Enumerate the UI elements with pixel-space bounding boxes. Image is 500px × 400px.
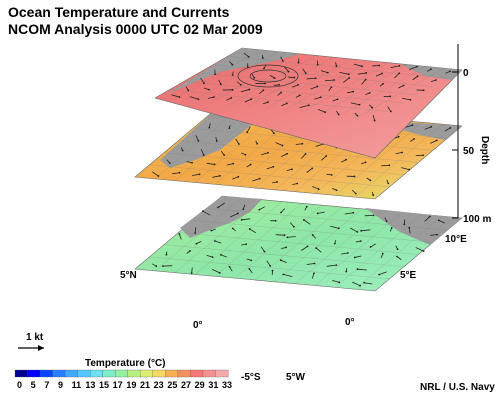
lat-label-0: 0° [193,320,203,331]
land-mass-100m-east [365,208,462,245]
colorbar-tick-label: 29 [195,380,205,390]
depth-axis-label: Depth [479,136,490,164]
colorbar-cell [202,369,216,378]
land-mass-surface-east [400,64,462,80]
colorbar-cell [27,369,41,378]
vector-key-label: 1 kt [26,332,44,343]
depth-axis: 0 50 100 m Depth [452,44,491,225]
lon-label-0-east: 0° [345,317,355,328]
colorbar-cell [127,369,141,378]
colorbar-cell [152,369,166,378]
colorbar-tick-label: 5 [31,380,36,390]
colorbar-cell [215,369,229,378]
vector-key-arrow-icon [18,345,44,351]
figure-subtitle: NCOM Analysis 0000 UTC 02 Mar 2009 [8,21,263,37]
colorbar-tick-label: 9 [58,380,63,390]
colorbar-tick-label: 17 [113,380,123,390]
colorbar-cell [64,369,79,378]
lon-label-5e: 5°E [400,270,417,281]
lon-label-10e: 10°E [445,234,467,245]
colorbar-cell [115,369,129,378]
colorbar-tick-label: 21 [140,380,150,390]
lon-label-5w: 5°W [286,372,306,383]
colorbar-title: Temperature (°C) [85,358,166,369]
colorbar-tick-label: 15 [99,380,109,390]
colorbar-cell [77,369,91,378]
colorbar-tick-label: 31 [208,380,218,390]
colorbar-tick-label: 19 [126,380,136,390]
credit-text: NRL / U.S. Navy [420,382,495,393]
land-mass-surface [165,48,300,95]
layer-surface [154,47,463,159]
colorbar-tick-label: 13 [85,380,95,390]
colorbar-cell [14,369,28,378]
depth-tick-100: 100 m [463,214,491,225]
colorbar-cell [90,369,104,378]
colorbar-cell [190,369,204,378]
layer-100m [134,195,463,292]
colorbar-cell [177,369,191,378]
colorbar-tick-label: 11 [72,380,82,390]
colorbar-cell [102,369,116,378]
colorbar-tick-label: 23 [154,380,164,390]
colorbar-cell [39,369,54,378]
colorbar-tick-label: 27 [181,380,191,390]
depth-tick-50: 50 [463,146,475,157]
colorbar-tick-label: 7 [44,380,49,390]
figure-title: Ocean Temperature and Currents [8,4,230,20]
depth-tick-0: 0 [463,68,469,79]
lat-label-5n: 5°N [120,270,137,281]
colorbar-cell [52,369,66,378]
colorbar-tick-label: 0 [17,380,22,390]
lat-label-5s: -5°S [241,372,261,383]
colorbar-cell [165,369,179,378]
land-mass-100m [180,196,262,238]
colorbar-tick-label: 33 [222,380,232,390]
vector-key: 1 kt [18,332,44,351]
colorbar-cell [140,369,154,378]
eddy-circulation [237,64,299,88]
colorbar-tick-label: 25 [167,380,177,390]
temperature-colorbar: Temperature (°C) 0 5 7 9 11 13 15 17 19 21 23 25 27 2… [14,358,232,390]
geo-labels: 10°E 5°E 0° 5°W 5°N 0° -5°S [120,234,467,383]
